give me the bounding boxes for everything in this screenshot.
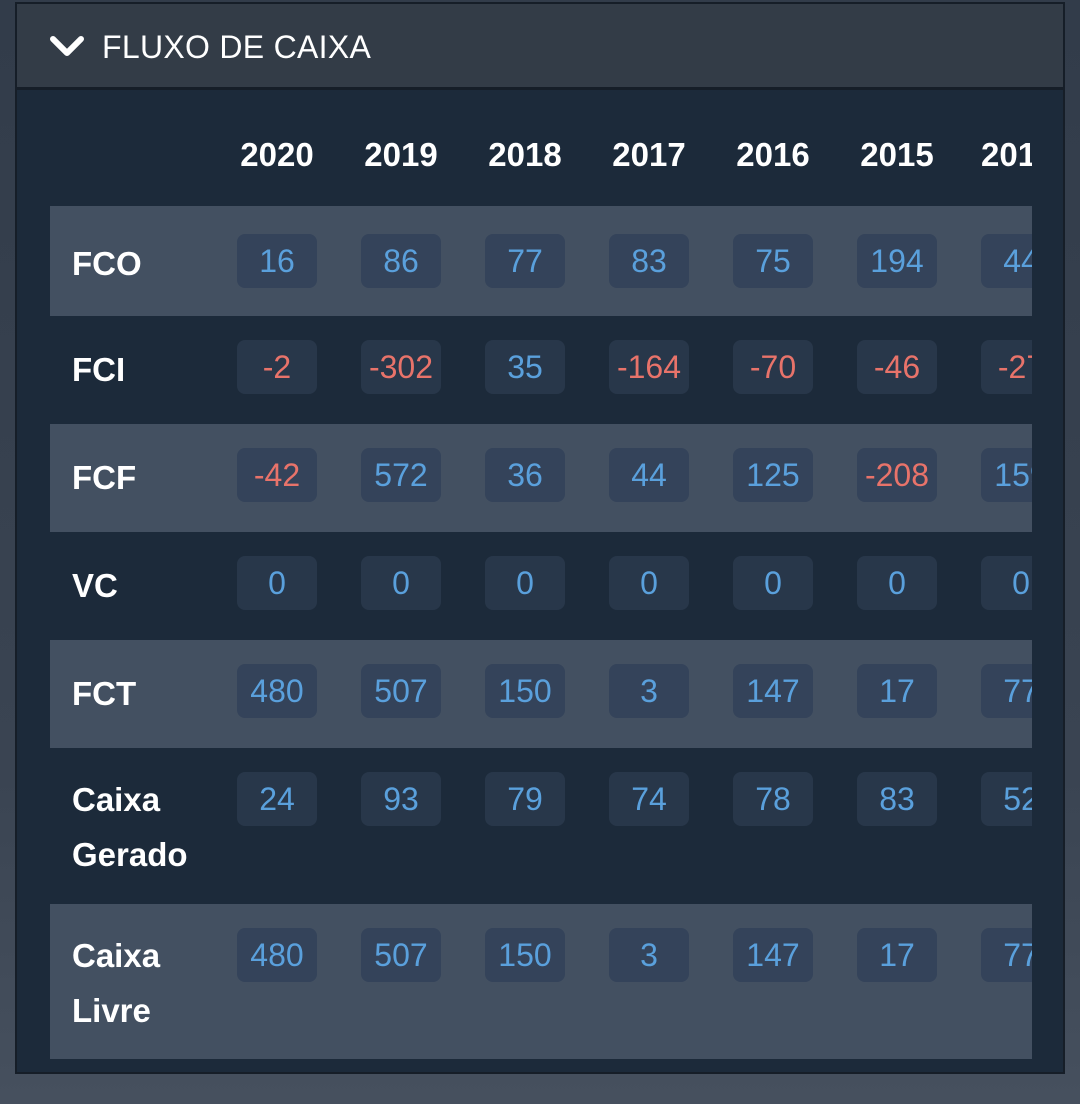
- value-cell: 0: [733, 556, 813, 610]
- year-header: 201: [981, 136, 1032, 173]
- value-cell: 83: [857, 772, 937, 826]
- chevron-down-icon: [50, 36, 84, 56]
- value-cell: 35: [485, 340, 565, 394]
- table-row: FCT 480 507 150 3 147 17 77: [50, 640, 1032, 748]
- table-row: FCI -2 -302 35 -164 -70 -46 -27: [50, 316, 1032, 424]
- table-row: FCO 16 86 77 83 75 194 44: [50, 206, 1032, 316]
- value-cell: 79: [485, 772, 565, 826]
- value-cell: 86: [361, 234, 441, 288]
- cash-flow-panel: FLUXO DE CAIXA 2020 2019 2018 2017 2016 …: [15, 2, 1065, 1074]
- panel-title: FLUXO DE CAIXA: [102, 29, 372, 65]
- value-cell: -46: [857, 340, 937, 394]
- value-cell: 24: [237, 772, 317, 826]
- value-cell: 77: [981, 928, 1032, 982]
- value-cell: -208: [857, 448, 937, 502]
- value-cell: 83: [609, 234, 689, 288]
- value-cell: 77: [485, 234, 565, 288]
- row-label: VC: [72, 567, 118, 604]
- value-cell: 74: [609, 772, 689, 826]
- value-cell: 0: [485, 556, 565, 610]
- value-cell: 17: [857, 928, 937, 982]
- value-cell: 44: [609, 448, 689, 502]
- value-cell: 0: [857, 556, 937, 610]
- value-cell: 480: [237, 664, 317, 718]
- row-label: Caixa Livre: [72, 937, 161, 1029]
- year-header: 2015: [860, 136, 934, 173]
- table-row: Caixa Gerado 24 93 79 74 78 83 52: [50, 748, 1032, 904]
- value-cell: 77: [981, 664, 1032, 718]
- row-label: FCF: [72, 459, 137, 496]
- value-cell: 507: [361, 928, 441, 982]
- value-cell: -42: [237, 448, 317, 502]
- value-cell: 159: [981, 448, 1032, 502]
- row-label: FCO: [72, 245, 142, 282]
- value-cell: 147: [733, 664, 813, 718]
- value-cell: 17: [857, 664, 937, 718]
- cash-flow-table[interactable]: 2020 2019 2018 2017 2016 2015 201 FCO 16 8…: [50, 104, 1032, 1072]
- value-cell: 36: [485, 448, 565, 502]
- value-cell: 480: [237, 928, 317, 982]
- year-header: 2017: [612, 136, 686, 173]
- value-cell: 0: [981, 556, 1032, 610]
- value-cell: 0: [237, 556, 317, 610]
- value-cell: 93: [361, 772, 441, 826]
- value-cell: 3: [609, 664, 689, 718]
- value-cell: 125: [733, 448, 813, 502]
- year-header: 2020: [240, 136, 314, 173]
- year-header: 2016: [736, 136, 810, 173]
- row-label: Caixa Gerado: [72, 781, 188, 873]
- value-cell: 0: [361, 556, 441, 610]
- value-cell: -27: [981, 340, 1032, 394]
- value-cell: 150: [485, 664, 565, 718]
- value-cell: 52: [981, 772, 1032, 826]
- year-header-row: 2020 2019 2018 2017 2016 2015 201: [50, 104, 1032, 204]
- value-cell: 44: [981, 234, 1032, 288]
- value-cell: -2: [237, 340, 317, 394]
- value-cell: 75: [733, 234, 813, 288]
- year-header: 2019: [364, 136, 438, 173]
- value-cell: 147: [733, 928, 813, 982]
- value-cell: -164: [609, 340, 689, 394]
- value-cell: 507: [361, 664, 441, 718]
- row-label: FCT: [72, 675, 137, 712]
- table-row: VC 0 0 0 0 0 0 0: [50, 532, 1032, 640]
- panel-header-toggle[interactable]: FLUXO DE CAIXA: [17, 4, 1063, 90]
- value-cell: -302: [361, 340, 441, 394]
- value-cell: 16: [237, 234, 317, 288]
- value-cell: 194: [857, 234, 937, 288]
- year-header: 2018: [488, 136, 562, 173]
- value-cell: 78: [733, 772, 813, 826]
- value-cell: 150: [485, 928, 565, 982]
- row-label: FCI: [72, 351, 126, 388]
- value-cell: 0: [609, 556, 689, 610]
- value-cell: 572: [361, 448, 441, 502]
- table-row: FCF -42 572 36 44 125 -208 159: [50, 424, 1032, 532]
- value-cell: 3: [609, 928, 689, 982]
- table-row: Caixa Livre 480 507 150 3 147 17 77: [50, 904, 1032, 1059]
- value-cell: -70: [733, 340, 813, 394]
